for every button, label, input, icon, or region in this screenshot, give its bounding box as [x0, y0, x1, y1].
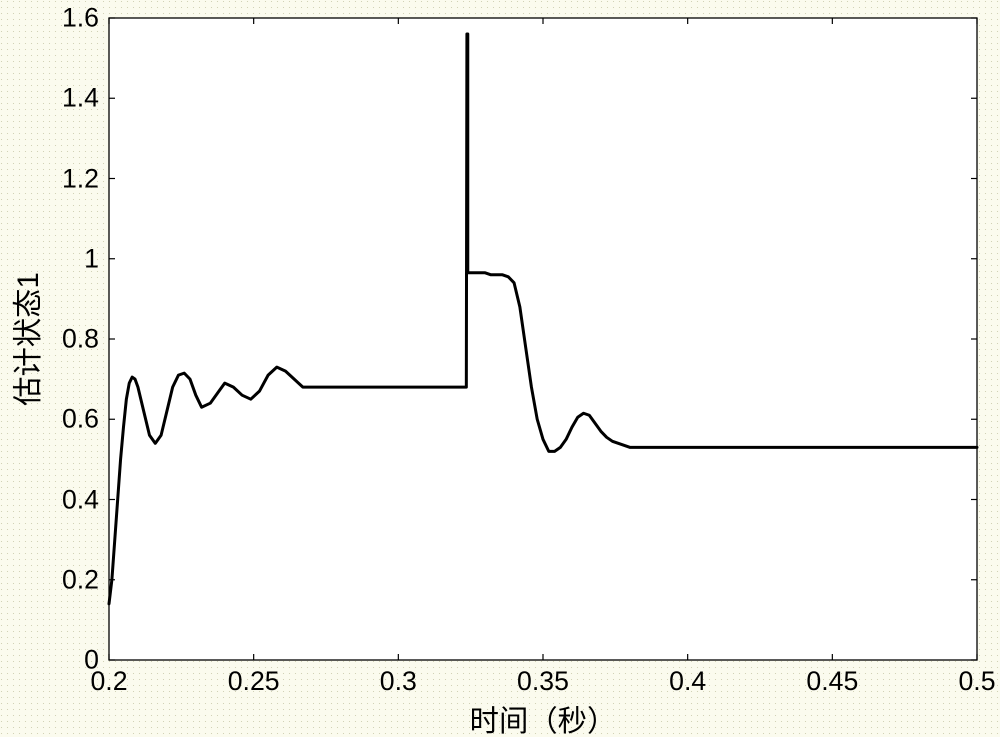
ytick-label: 0.6	[62, 404, 99, 435]
xtick-label: 0.35	[517, 666, 569, 697]
ytick-label: 1.4	[62, 83, 99, 114]
ytick-label: 0.2	[62, 564, 99, 595]
y-axis-label: 估计状态1	[5, 272, 47, 406]
ytick-label: 1	[84, 243, 99, 274]
xtick-label: 0.4	[669, 666, 706, 697]
ytick-label: 0	[84, 645, 99, 676]
ytick-label: 0.8	[62, 324, 99, 355]
ytick-label: 1.2	[62, 163, 99, 194]
xtick-label: 0.5	[958, 666, 995, 697]
xtick-label: 0.3	[380, 666, 417, 697]
chart-svg	[0, 0, 1000, 737]
xtick-label: 0.45	[806, 666, 858, 697]
x-axis-label: 时间（秒）	[470, 698, 617, 737]
figure: 估计状态1 时间（秒） 0.20.250.30.350.40.450.500.2…	[0, 0, 1000, 737]
ytick-label: 1.6	[62, 3, 99, 34]
ytick-label: 0.4	[62, 484, 99, 515]
xtick-label: 0.25	[228, 666, 280, 697]
